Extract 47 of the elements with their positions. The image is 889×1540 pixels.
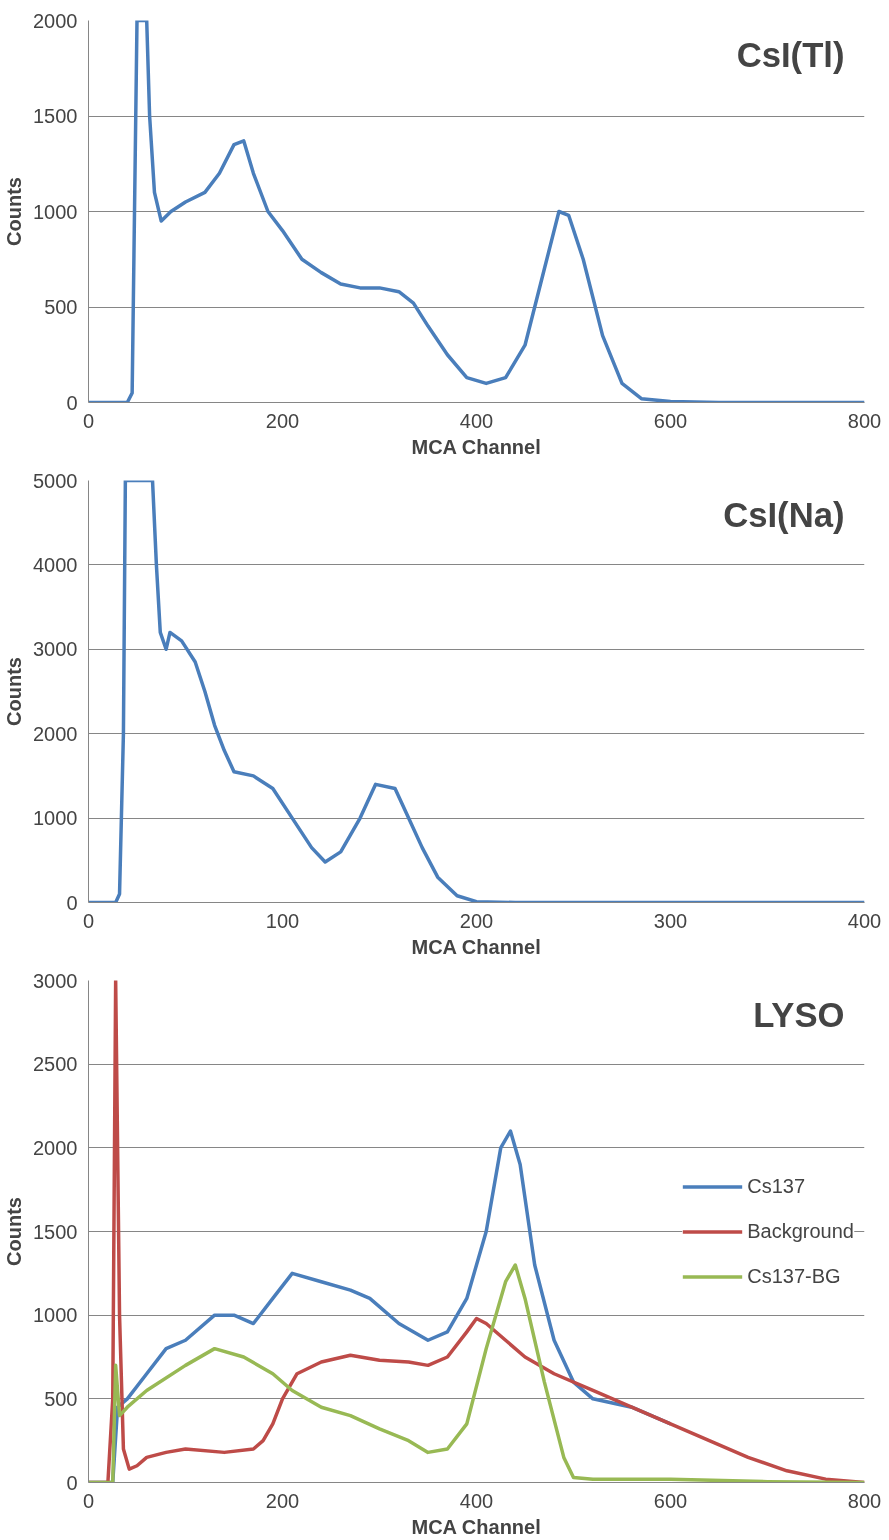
x-tick-label: 600 bbox=[653, 409, 688, 432]
y-axis-title: Counts bbox=[3, 1197, 26, 1266]
legend-label: Cs137 bbox=[747, 1174, 806, 1198]
y-tick-label: 1500 bbox=[33, 1220, 78, 1243]
x-tick-label: 0 bbox=[82, 909, 95, 932]
y-tick-label: 4000 bbox=[33, 553, 78, 576]
x-tick-label: 200 bbox=[459, 909, 494, 932]
x-tick-label: 400 bbox=[847, 909, 882, 932]
x-tick-label: 100 bbox=[265, 909, 300, 932]
y-tick-label: 3000 bbox=[33, 638, 78, 661]
y-tick-label: 2500 bbox=[33, 1053, 78, 1076]
y-tick-label: 1000 bbox=[33, 1304, 78, 1327]
y-tick-label: 1000 bbox=[33, 807, 78, 830]
chart-title: CsI(Na) bbox=[723, 495, 845, 534]
x-tick-label: 0 bbox=[82, 1489, 95, 1512]
y-tick-label: 500 bbox=[44, 296, 78, 318]
y-tick-label: 0 bbox=[66, 391, 78, 414]
x-tick-label: 200 bbox=[265, 1489, 300, 1512]
x-tick-label: 200 bbox=[265, 409, 300, 432]
y-tick-label: 3000 bbox=[33, 969, 78, 992]
x-axis-title: MCA Channel bbox=[411, 935, 541, 958]
x-axis-title: MCA Channel bbox=[411, 435, 541, 458]
x-tick-label: 300 bbox=[653, 909, 688, 932]
y-tick-label: 5000 bbox=[33, 469, 78, 492]
x-tick-label: 800 bbox=[847, 409, 882, 432]
y-tick-label: 2000 bbox=[33, 722, 78, 745]
x-tick-label: 600 bbox=[653, 1489, 688, 1512]
x-tick-label: 400 bbox=[459, 1489, 494, 1512]
y-axis-title: Counts bbox=[3, 657, 26, 726]
chart-title: LYSO bbox=[753, 995, 845, 1034]
y-tick-label: 500 bbox=[44, 1387, 78, 1410]
y-tick-label: 1500 bbox=[33, 105, 78, 127]
y-tick-label: 0 bbox=[66, 891, 78, 914]
y-tick-label: 2000 bbox=[33, 9, 78, 32]
chart-title: CsI(Tl) bbox=[736, 35, 845, 74]
legend-label: Background bbox=[747, 1219, 854, 1243]
y-tick-label: 0 bbox=[66, 1471, 78, 1494]
x-tick-label: 800 bbox=[847, 1489, 882, 1512]
line-series bbox=[88, 20, 865, 403]
x-tick-label: 400 bbox=[459, 409, 494, 432]
y-axis-title: Counts bbox=[3, 177, 26, 246]
line-series bbox=[88, 480, 865, 903]
x-tick-label: 0 bbox=[82, 409, 95, 432]
y-tick-label: 2000 bbox=[33, 1136, 78, 1159]
y-tick-label: 1000 bbox=[33, 200, 78, 223]
legend-label: Cs137-BG bbox=[747, 1264, 841, 1288]
x-axis-title: MCA Channel bbox=[411, 1515, 541, 1538]
